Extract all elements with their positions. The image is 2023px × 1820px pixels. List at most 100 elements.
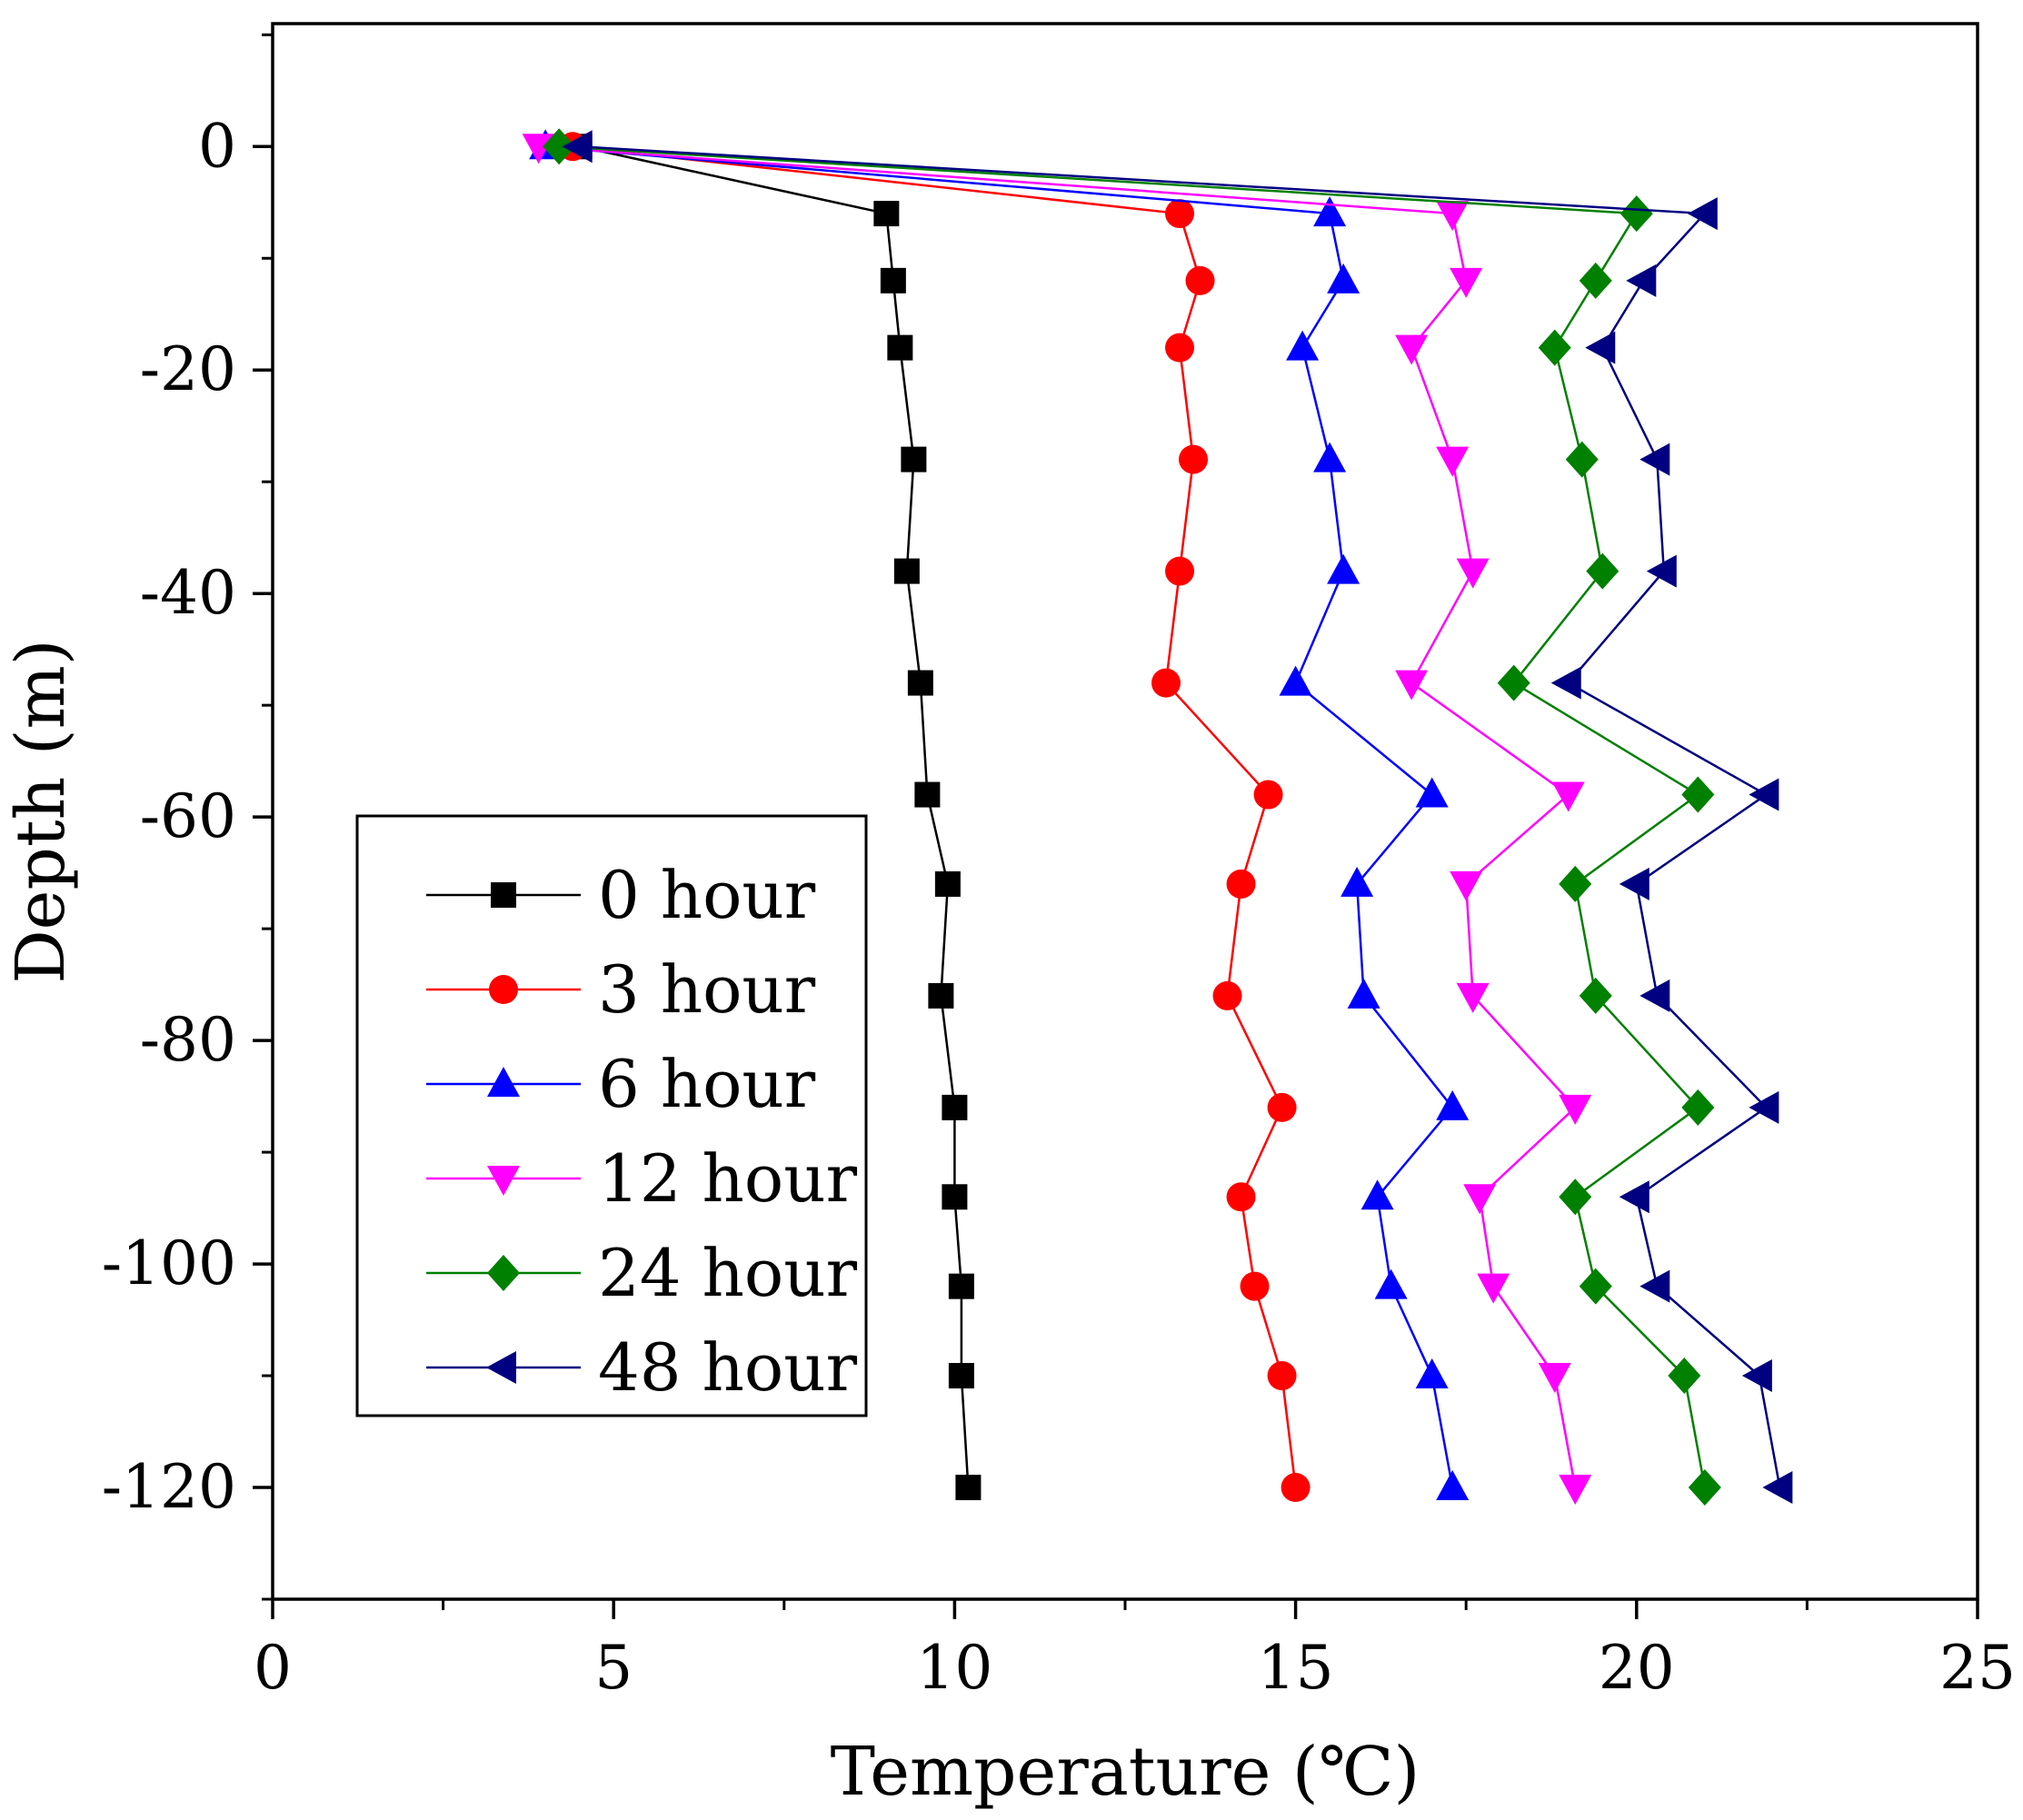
- x-tick-label: 15: [1258, 1633, 1334, 1703]
- data-point-6-hour: [1360, 1179, 1394, 1210]
- data-point-3-hour: [1240, 1271, 1270, 1301]
- data-point-48-hour: [562, 130, 593, 164]
- data-point-0-hour: [914, 781, 941, 808]
- data-point-12-hour: [1436, 446, 1470, 477]
- data-point-48-hour: [1619, 1180, 1649, 1214]
- data-point-12-hour: [1538, 1363, 1571, 1394]
- data-point-24-hour: [1565, 441, 1599, 478]
- data-point-3-hour: [1267, 1361, 1297, 1391]
- data-point-6-hour: [1374, 1268, 1408, 1299]
- data-point-12-hour: [1450, 267, 1483, 298]
- data-point-48-hour: [1550, 666, 1581, 700]
- data-point-24-hour: [1681, 1089, 1715, 1126]
- legend-marker: [489, 975, 518, 1004]
- data-point-3-hour: [1281, 1473, 1310, 1503]
- legend-marker: [491, 882, 516, 908]
- axis-ticks: 0 5 10 15 20 25 0 -20 -40 -60 -80 -100 -120: [102, 33, 2016, 1703]
- legend-item: 12 hour: [426, 1140, 858, 1217]
- data-point-24-hour: [1668, 1358, 1701, 1395]
- legend-label: 6 hour: [598, 1046, 816, 1122]
- data-point-0-hour: [887, 334, 913, 361]
- legend-item: 3 hour: [426, 951, 816, 1028]
- data-point-48-hour: [1639, 979, 1670, 1012]
- x-tick-label: 10: [916, 1633, 992, 1703]
- data-point-3-hour: [1185, 265, 1215, 295]
- data-point-12-hour: [1551, 781, 1585, 812]
- data-point-6-hour: [1327, 263, 1360, 293]
- data-point-48-hour: [1639, 443, 1670, 476]
- data-point-48-hour: [1749, 1090, 1779, 1124]
- data-point-12-hour: [1450, 870, 1483, 901]
- data-point-6-hour: [1279, 665, 1312, 696]
- data-point-24-hour: [1619, 195, 1653, 233]
- data-point-3-hour: [1226, 869, 1256, 899]
- data-point-48-hour: [1626, 264, 1657, 297]
- y-tick-label: 0: [198, 111, 236, 181]
- legend-marker: [486, 1351, 516, 1384]
- data-point-6-hour: [1313, 196, 1347, 227]
- data-point-24-hour: [1579, 1268, 1612, 1305]
- y-tick-label: -100: [102, 1228, 236, 1298]
- data-point-0-hour: [901, 446, 927, 472]
- y-tick-label: -60: [140, 781, 236, 851]
- data-point-0-hour: [893, 558, 920, 584]
- data-point-6-hour: [1347, 978, 1380, 1009]
- legend-item: 6 hour: [426, 1046, 816, 1122]
- data-point-6-hour: [1436, 1470, 1470, 1501]
- data-point-48-hour: [1639, 1269, 1670, 1303]
- data-point-12-hour: [1395, 670, 1429, 701]
- data-point-6-hour: [1313, 442, 1347, 472]
- plot-marks: [522, 128, 1793, 1507]
- data-point-12-hour: [1456, 982, 1490, 1013]
- data-point-24-hour: [1559, 865, 1592, 902]
- data-point-6-hour: [1415, 1358, 1449, 1389]
- data-point-0-hour: [934, 870, 961, 897]
- legend-label: 3 hour: [598, 951, 816, 1028]
- data-point-24-hour: [1579, 262, 1612, 299]
- data-point-48-hour: [1585, 331, 1616, 364]
- data-point-0-hour: [948, 1363, 974, 1389]
- y-tick-label: -20: [140, 334, 236, 404]
- data-point-0-hour: [942, 1184, 968, 1210]
- data-point-3-hour: [1253, 780, 1283, 810]
- data-point-3-hour: [1179, 444, 1209, 474]
- data-point-48-hour: [1741, 1359, 1772, 1393]
- data-point-3-hour: [1151, 668, 1181, 698]
- data-point-24-hour: [543, 128, 576, 165]
- data-point-0-hour: [873, 201, 900, 227]
- data-point-48-hour: [1619, 867, 1649, 900]
- legend-marker: [487, 1255, 520, 1291]
- data-point-24-hour: [1688, 1469, 1721, 1507]
- data-point-12-hour: [1559, 1094, 1592, 1125]
- data-point-12-hour: [1395, 334, 1429, 365]
- y-tick-label: -80: [140, 1005, 236, 1075]
- data-point-0-hour: [942, 1094, 968, 1120]
- legend-marker: [487, 1166, 520, 1196]
- x-tick-label: 20: [1599, 1633, 1675, 1703]
- data-point-3-hour: [1165, 199, 1195, 229]
- data-point-0-hour: [955, 1475, 982, 1501]
- y-tick-label: -40: [140, 558, 236, 628]
- data-point-48-hour: [1749, 778, 1779, 811]
- data-point-6-hour: [1436, 1089, 1470, 1120]
- data-point-6-hour: [1286, 330, 1320, 361]
- data-point-24-hour: [1497, 664, 1530, 701]
- data-point-48-hour: [1762, 1471, 1793, 1505]
- data-point-48-hour: [1687, 197, 1718, 231]
- data-point-0-hour: [880, 267, 906, 293]
- x-tick-label: 0: [254, 1633, 292, 1703]
- data-point-24-hour: [1538, 329, 1571, 366]
- data-point-24-hour: [1586, 552, 1619, 590]
- data-point-6-hour: [1415, 777, 1449, 808]
- legend-item: 0 hour: [426, 857, 816, 933]
- legend-label: 0 hour: [598, 857, 816, 933]
- data-point-0-hour: [928, 982, 954, 1009]
- data-point-6-hour: [1340, 866, 1374, 897]
- legend-label: 12 hour: [598, 1140, 858, 1217]
- legend: 0 hour 3 hour 6 hour 12 hour 24 hour 48 hour: [355, 814, 868, 1417]
- y-axis-label: Depth (m): [2, 639, 80, 983]
- legend-label: 48 hour: [598, 1329, 858, 1406]
- data-point-12-hour: [1463, 1184, 1497, 1215]
- data-point-12-hour: [1456, 558, 1490, 589]
